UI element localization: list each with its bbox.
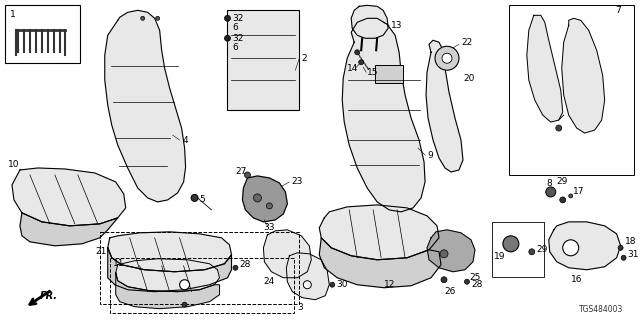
Text: 20: 20 — [463, 74, 474, 83]
Polygon shape — [108, 248, 232, 292]
Polygon shape — [562, 18, 605, 133]
Bar — [375, 65, 403, 83]
Bar — [109, 258, 294, 313]
Polygon shape — [12, 168, 125, 226]
Text: 13: 13 — [391, 21, 403, 30]
Text: 12: 12 — [384, 280, 396, 289]
Polygon shape — [116, 259, 220, 292]
Text: 1: 1 — [10, 10, 16, 19]
Text: 2: 2 — [301, 54, 307, 63]
Text: 10: 10 — [8, 161, 19, 170]
Circle shape — [618, 245, 623, 250]
Circle shape — [440, 250, 448, 258]
Polygon shape — [105, 10, 186, 202]
Circle shape — [266, 203, 273, 209]
Polygon shape — [426, 40, 463, 172]
Text: 8: 8 — [547, 180, 552, 188]
Text: 23: 23 — [291, 178, 303, 187]
Circle shape — [435, 46, 459, 70]
Text: 18: 18 — [625, 237, 636, 246]
Circle shape — [225, 35, 230, 41]
Text: 16: 16 — [571, 275, 582, 284]
Text: 31: 31 — [628, 250, 639, 259]
Circle shape — [330, 282, 335, 287]
Circle shape — [253, 194, 261, 202]
Text: 26: 26 — [444, 287, 456, 296]
Circle shape — [303, 281, 311, 289]
Text: TGS484003: TGS484003 — [579, 305, 623, 314]
Text: 22: 22 — [461, 38, 472, 47]
Text: 28: 28 — [471, 280, 483, 289]
Text: 7: 7 — [616, 6, 621, 15]
Text: 4: 4 — [182, 136, 188, 145]
Bar — [492, 222, 544, 277]
Polygon shape — [286, 253, 329, 300]
Text: 32: 32 — [232, 14, 244, 23]
Circle shape — [560, 197, 566, 203]
Text: 30: 30 — [336, 280, 348, 289]
Circle shape — [569, 194, 573, 198]
Bar — [227, 10, 300, 110]
Text: 32: 32 — [232, 34, 244, 43]
Polygon shape — [342, 18, 425, 212]
Bar — [5, 5, 80, 63]
Text: 11: 11 — [113, 259, 124, 268]
Text: 21: 21 — [96, 247, 107, 256]
Bar — [100, 232, 300, 304]
Text: 33: 33 — [264, 223, 275, 232]
Text: 3: 3 — [298, 303, 303, 312]
Polygon shape — [20, 213, 118, 246]
Polygon shape — [319, 205, 439, 260]
Text: 15: 15 — [367, 68, 379, 77]
Polygon shape — [264, 230, 311, 278]
Text: 27: 27 — [236, 167, 247, 176]
Circle shape — [191, 195, 198, 201]
Text: 14: 14 — [348, 64, 358, 73]
Circle shape — [180, 280, 189, 290]
Polygon shape — [319, 238, 441, 288]
Circle shape — [182, 302, 187, 307]
Circle shape — [563, 240, 579, 256]
Circle shape — [442, 53, 452, 63]
Text: 19: 19 — [494, 252, 506, 261]
Polygon shape — [116, 273, 220, 309]
Polygon shape — [527, 15, 563, 122]
Bar — [509, 5, 634, 175]
Circle shape — [355, 50, 360, 55]
Circle shape — [244, 172, 250, 178]
Polygon shape — [108, 232, 232, 272]
Text: 24: 24 — [264, 277, 275, 286]
Circle shape — [358, 60, 364, 65]
Circle shape — [546, 187, 556, 197]
Circle shape — [529, 249, 535, 255]
Polygon shape — [351, 5, 388, 38]
Circle shape — [441, 277, 447, 283]
Circle shape — [621, 255, 626, 260]
Circle shape — [233, 265, 238, 270]
Text: 25: 25 — [469, 273, 481, 282]
Text: 29: 29 — [537, 245, 548, 254]
Text: 6: 6 — [232, 23, 238, 32]
Text: 17: 17 — [573, 188, 584, 196]
Polygon shape — [427, 230, 475, 272]
Text: 28: 28 — [239, 260, 251, 269]
Polygon shape — [243, 176, 287, 222]
Polygon shape — [548, 222, 621, 270]
Circle shape — [503, 236, 519, 252]
Text: 29: 29 — [557, 178, 568, 187]
Text: 6: 6 — [232, 43, 238, 52]
Circle shape — [141, 16, 145, 20]
Text: 5: 5 — [200, 196, 205, 204]
Text: 9: 9 — [427, 150, 433, 159]
Circle shape — [556, 125, 562, 131]
Circle shape — [465, 279, 470, 284]
Circle shape — [225, 15, 230, 21]
Circle shape — [156, 16, 159, 20]
Text: FR.: FR. — [40, 291, 58, 301]
